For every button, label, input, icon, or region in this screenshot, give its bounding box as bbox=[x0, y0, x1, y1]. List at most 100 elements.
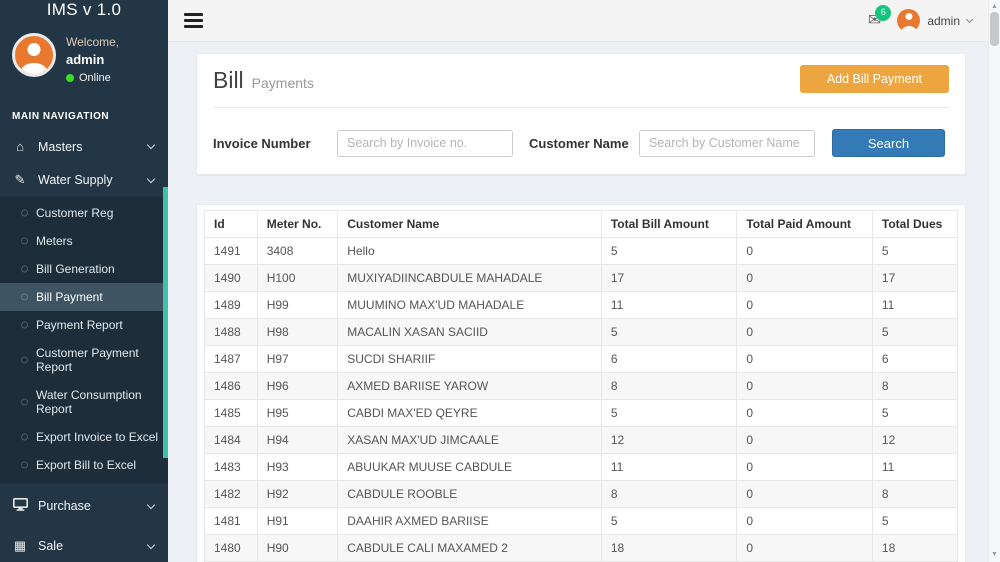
table-cell: XASAN MAX'UD JIMCAALE bbox=[337, 426, 602, 454]
table-cell: 5 bbox=[871, 507, 959, 535]
nav-section-label: MAIN NAVIGATION bbox=[12, 111, 110, 122]
top-navbar: ✉ 6 admin bbox=[168, 0, 988, 42]
chevron-down-icon bbox=[146, 500, 156, 509]
message-count-badge: 6 bbox=[875, 4, 892, 21]
page-scrollbar[interactable]: ▲ ▼ bbox=[988, 0, 1000, 562]
table-cell: 1486 bbox=[204, 372, 258, 400]
table-cell: 1482 bbox=[204, 480, 258, 508]
sidebar-item-label: Water Supply bbox=[38, 173, 113, 187]
scrollbar-thumb[interactable] bbox=[990, 12, 999, 46]
sidebar-subitem-customer-payment-report[interactable]: Customer Payment Report bbox=[0, 339, 168, 381]
sidebar-subitem-export-bill-to-excel[interactable]: Export Bill to Excel bbox=[0, 451, 168, 479]
table-cell: H96 bbox=[256, 372, 339, 400]
table-cell: MUUMINO MAX'UD MAHADALE bbox=[337, 291, 602, 319]
table-cell: CABDI MAX'ED QEYRE bbox=[337, 399, 602, 427]
table-cell: 11 bbox=[871, 453, 959, 481]
table-cell: 5 bbox=[871, 318, 959, 346]
table-cell: 0 bbox=[736, 453, 873, 481]
sidebar-subitem-bill-generation[interactable]: Bill Generation bbox=[0, 255, 168, 283]
table-cell: 1485 bbox=[204, 399, 258, 427]
table-row: 1490 H100 MUXIYADIINCABDULE MAHADALE 17 0 17 bbox=[204, 264, 959, 292]
table-cell: 0 bbox=[736, 426, 873, 454]
table-cell: MACALIN XASAN SACIID bbox=[337, 318, 602, 346]
page-content: Bill Payments Add Bill Payment Invoice N… bbox=[168, 42, 988, 562]
table-cell: 1488 bbox=[204, 318, 258, 346]
search-filter-row: Invoice Number Customer Name Search bbox=[213, 129, 949, 157]
table-row: 1486 H96 AXMED BARIISE YAROW 8 0 8 bbox=[204, 372, 959, 400]
add-bill-payment-button[interactable]: Add Bill Payment bbox=[799, 65, 949, 93]
sidebar-item-label: Purchase bbox=[38, 499, 91, 513]
table-row: 1489 H99 MUUMINO MAX'UD MAHADALE 11 0 11 bbox=[204, 291, 959, 319]
table-cell: AXMED BARIISE YAROW bbox=[337, 372, 602, 400]
table-cell: 5 bbox=[600, 318, 738, 346]
customer-name-input[interactable] bbox=[639, 129, 815, 157]
table-cell: 1484 bbox=[204, 426, 258, 454]
table-cell: 5 bbox=[600, 507, 738, 535]
table-cell: 1491 bbox=[204, 237, 258, 265]
sidebar: IMS v 1.0 Welcome, admin Online MAIN NAV… bbox=[0, 0, 168, 562]
sidebar-subitem-meters[interactable]: Meters bbox=[0, 227, 168, 255]
table-cell: 0 bbox=[736, 399, 873, 427]
table-cell: 0 bbox=[736, 264, 873, 292]
user-menu-dropdown[interactable]: admin bbox=[897, 9, 974, 32]
table-cell: 1489 bbox=[204, 291, 258, 319]
table-cell: 6 bbox=[600, 345, 738, 373]
page-title-sub: Payments bbox=[251, 75, 314, 91]
water-supply-submenu: Customer Reg Meters Bill Generation Bill Pa… bbox=[0, 197, 168, 483]
sidebar-subitem-bill-payment[interactable]: Bill Payment bbox=[0, 283, 168, 311]
table-cell: 12 bbox=[600, 426, 738, 454]
sidebar-item-label: Sale bbox=[38, 539, 64, 553]
sidebar-item-label: Masters bbox=[38, 139, 83, 154]
sidebar-subitem-water-consumption-report[interactable]: Water Consumption Report bbox=[0, 381, 168, 423]
table-cell: 18 bbox=[600, 534, 738, 562]
user-avatar bbox=[12, 33, 56, 77]
table-cell: 1480 bbox=[204, 534, 258, 562]
table-cell: 0 bbox=[736, 507, 873, 535]
sidebar-item-water-supply[interactable]: ✎ Water Supply bbox=[0, 163, 168, 197]
table-cell: H93 bbox=[256, 453, 339, 481]
table-cell: H98 bbox=[256, 318, 339, 346]
table-cell: ABUUKAR MUUSE CABDULE bbox=[337, 453, 602, 481]
sidebar-item-purchase[interactable]: Purchase bbox=[0, 489, 168, 523]
invoice-number-input[interactable] bbox=[337, 129, 513, 157]
table-cell: CABDULE CALI MAXAMED 2 bbox=[337, 534, 602, 562]
table-cell: 0 bbox=[736, 534, 873, 562]
sidebar-item-masters[interactable]: ⌂ Masters bbox=[0, 130, 168, 163]
hamburger-menu-icon[interactable] bbox=[184, 13, 203, 28]
table-cell: H90 bbox=[256, 534, 339, 562]
scroll-down-icon[interactable]: ▼ bbox=[991, 551, 998, 558]
sidebar-subitem-export-invoice-to-excel[interactable]: Export Invoice to Excel bbox=[0, 423, 168, 451]
app-title: IMS v 1.0 bbox=[46, 0, 122, 19]
table-cell: 8 bbox=[871, 372, 959, 400]
table-cell: H91 bbox=[256, 507, 339, 535]
column-header: Total Paid Amount bbox=[736, 210, 873, 238]
table-cell: 8 bbox=[600, 372, 738, 400]
table-cell: 17 bbox=[871, 264, 959, 292]
table-cell: 6 bbox=[871, 345, 959, 373]
search-button[interactable]: Search bbox=[832, 129, 945, 157]
scroll-up-icon[interactable]: ▲ bbox=[991, 3, 998, 10]
table-row: 1480 H90 CABDULE CALI MAXAMED 2 18 0 18 bbox=[204, 534, 959, 562]
sidebar-subitem-payment-report[interactable]: Payment Report bbox=[0, 311, 168, 339]
sidebar-subitem-customer-reg[interactable]: Customer Reg bbox=[0, 199, 168, 227]
page-title-main: Bill bbox=[213, 67, 244, 93]
table-cell: 11 bbox=[871, 291, 959, 319]
username-text: admin bbox=[66, 52, 105, 67]
table-row: 1488 H98 MACALIN XASAN SACIID 5 0 5 bbox=[204, 318, 959, 346]
table-cell: 5 bbox=[871, 399, 959, 427]
column-header: Total Bill Amount bbox=[600, 210, 738, 238]
column-header: Customer Name bbox=[337, 210, 602, 238]
invoice-number-label: Invoice Number bbox=[213, 135, 311, 151]
table-body: 1491 3408 Hello 5 0 5 1490 H100 MUXIYADIINCABDUL… bbox=[204, 237, 959, 562]
desktop-icon bbox=[12, 498, 28, 514]
table-cell: DAAHIR AXMED BARIISE bbox=[337, 507, 602, 535]
edit-icon: ✎ bbox=[14, 172, 26, 187]
messages-button[interactable]: ✉ 6 bbox=[868, 4, 892, 29]
table-cell: 0 bbox=[736, 372, 873, 400]
table-row: 1487 H97 SUCDI SHARIIF 6 0 6 bbox=[204, 345, 959, 373]
sidebar-item-sale[interactable]: ▦ Sale bbox=[0, 529, 168, 562]
main-area: ✉ 6 admin Bill Payments Add Bill Payment bbox=[168, 0, 988, 562]
table-cell: 0 bbox=[736, 237, 873, 265]
table-cell: 8 bbox=[600, 480, 738, 508]
